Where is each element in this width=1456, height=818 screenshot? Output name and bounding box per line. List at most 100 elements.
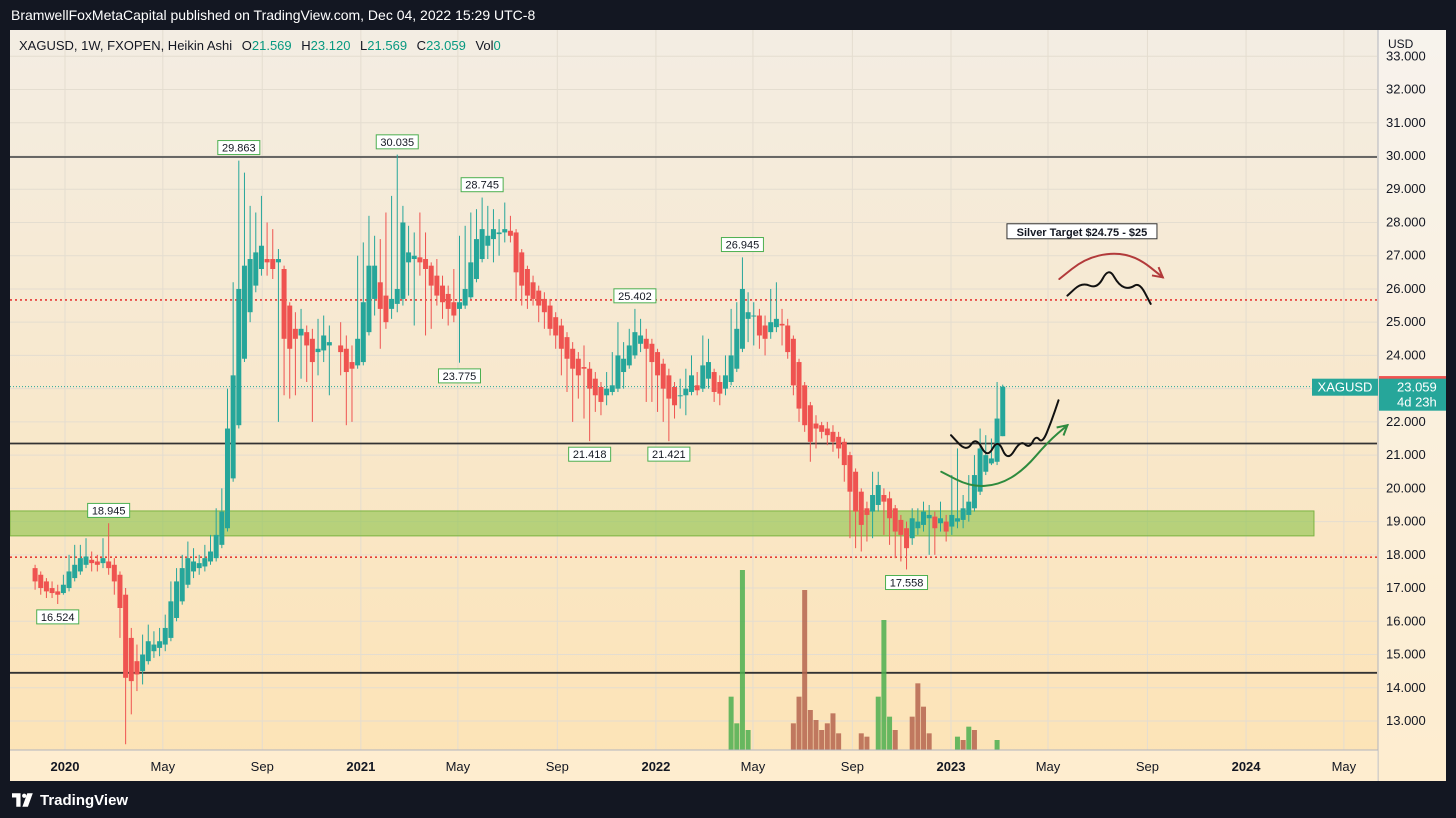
- candle-body: [106, 561, 112, 569]
- candle: [32, 564, 38, 590]
- pivot-label: 16.524: [36, 609, 80, 625]
- candle: [230, 282, 236, 482]
- candle: [128, 627, 134, 715]
- pivot-label-box: [885, 575, 929, 591]
- candle-body: [943, 521, 949, 532]
- candle: [802, 382, 808, 432]
- candle: [666, 368, 672, 442]
- pivot-label-text: 18.945: [92, 505, 126, 517]
- candle-body: [185, 558, 191, 585]
- last-price-text: 23.059: [1397, 380, 1437, 395]
- volume-bar: [807, 710, 813, 750]
- candle-body: [66, 571, 72, 589]
- candle-body: [807, 405, 813, 442]
- candle-body: [858, 491, 864, 525]
- candle: [1000, 384, 1006, 437]
- price-tick-label: 14.000: [1386, 680, 1426, 695]
- candle-body: [445, 293, 451, 309]
- candle: [383, 212, 389, 329]
- candle-body: [524, 269, 530, 296]
- candle: [94, 554, 100, 572]
- symbol-tag: [1312, 378, 1378, 396]
- candle-body: [473, 239, 479, 279]
- candle-body: [921, 511, 927, 525]
- candle-body: [621, 358, 627, 373]
- time-tick-label: May: [1332, 759, 1357, 774]
- candle: [734, 302, 740, 373]
- candle: [191, 548, 197, 579]
- candle-body: [960, 508, 966, 520]
- candle: [915, 508, 921, 535]
- candle-body: [140, 654, 146, 672]
- time-tick-label: 2023: [937, 759, 966, 774]
- candle-body: [915, 521, 921, 529]
- bar-countdown-text: 4d 23h: [1397, 395, 1437, 410]
- time-tick-label: May: [151, 759, 176, 774]
- candle: [762, 315, 768, 356]
- volume-bar: [971, 730, 977, 750]
- candle: [954, 448, 960, 529]
- candle-body: [802, 385, 808, 426]
- time-tick-label: 2022: [641, 759, 670, 774]
- candle-body: [575, 358, 581, 376]
- candle: [241, 172, 247, 363]
- candle-body: [349, 362, 355, 369]
- candle: [756, 308, 762, 349]
- candle: [66, 554, 72, 592]
- candle: [519, 249, 525, 306]
- candle-body: [72, 564, 78, 579]
- candle: [700, 335, 706, 392]
- candle: [813, 415, 819, 449]
- chart-frame[interactable]: 29.863 30.035 28.745 26.945 25.402 18.945 23.7…: [10, 30, 1446, 781]
- volume-bar: [813, 720, 819, 750]
- volume-bar: [739, 570, 745, 750]
- candle: [213, 508, 219, 562]
- candle-body: [128, 637, 134, 682]
- time-tick-label: May: [741, 759, 766, 774]
- candle-body: [287, 305, 293, 349]
- candle: [423, 232, 429, 336]
- candle: [60, 574, 66, 595]
- target-annotation: Silver Target $24.75 - $25: [1006, 223, 1158, 240]
- candle-body: [819, 425, 825, 432]
- volume-bar: [824, 723, 830, 750]
- time-tick-label: Sep: [251, 759, 274, 774]
- candle: [145, 624, 151, 665]
- candle: [462, 225, 468, 309]
- volume-bar: [926, 733, 932, 750]
- squiggle-far-drawing: [1066, 271, 1152, 305]
- volume-series: [728, 570, 1000, 750]
- volume-bar: [830, 713, 836, 750]
- candle: [434, 259, 440, 306]
- candle-body: [887, 498, 893, 519]
- candle: [326, 325, 332, 396]
- candle-body: [32, 568, 38, 582]
- candle: [343, 335, 349, 426]
- price-tick-label: 26.000: [1386, 281, 1426, 296]
- volume-bar: [728, 696, 734, 750]
- candle: [604, 372, 610, 406]
- volume-bar: [915, 683, 921, 750]
- candle: [570, 342, 576, 422]
- candle-body: [479, 229, 485, 260]
- candle: [977, 428, 983, 495]
- pivot-label-box: [36, 609, 80, 625]
- candle: [49, 581, 55, 599]
- candle: [258, 195, 264, 276]
- candle-body: [615, 355, 621, 389]
- candle: [100, 538, 106, 569]
- candle: [892, 504, 898, 559]
- candle-body: [134, 661, 140, 675]
- candle: [309, 328, 315, 422]
- price-tick-label: 16.000: [1386, 613, 1426, 628]
- volume-bar: [734, 723, 740, 750]
- candle: [705, 338, 711, 389]
- candle-body: [202, 558, 208, 567]
- price-chart[interactable]: 29.863 30.035 28.745 26.945 25.402 18.945 23.7…: [10, 30, 1446, 781]
- candle-body: [711, 372, 717, 392]
- pivot-label-box: [613, 288, 657, 304]
- candle: [38, 571, 44, 595]
- candle: [55, 584, 61, 605]
- open-label: O: [241, 38, 252, 53]
- tradingview-brand[interactable]: TradingView: [12, 791, 128, 809]
